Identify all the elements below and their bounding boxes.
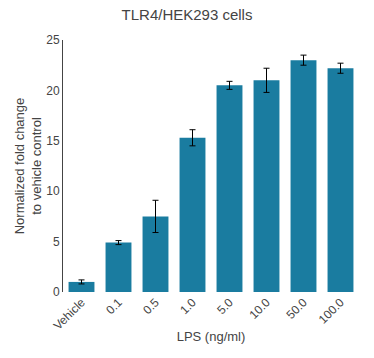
- svg-text:10: 10: [46, 184, 60, 198]
- svg-text:0.5: 0.5: [140, 295, 162, 317]
- svg-text:10.0: 10.0: [246, 295, 273, 322]
- svg-text:100.0: 100.0: [316, 295, 347, 326]
- svg-text:0.1: 0.1: [103, 295, 125, 317]
- svg-text:1.0: 1.0: [177, 295, 199, 317]
- svg-text:20: 20: [46, 84, 60, 98]
- svg-text:5: 5: [53, 235, 60, 249]
- svg-text:15: 15: [46, 134, 60, 148]
- svg-text:Vehicle: Vehicle: [51, 295, 88, 332]
- svg-text:25: 25: [46, 33, 60, 47]
- svg-text:TLR4/HEK293 cells: TLR4/HEK293 cells: [122, 6, 253, 23]
- svg-text:5.0: 5.0: [214, 295, 236, 317]
- svg-text:50.0: 50.0: [283, 295, 310, 322]
- svg-text:0: 0: [53, 285, 60, 299]
- svg-text:Normalized fold changeto vehic: Normalized fold changeto vehicle control: [12, 98, 44, 235]
- svg-text:LPS (ng/ml): LPS (ng/ml): [177, 329, 246, 344]
